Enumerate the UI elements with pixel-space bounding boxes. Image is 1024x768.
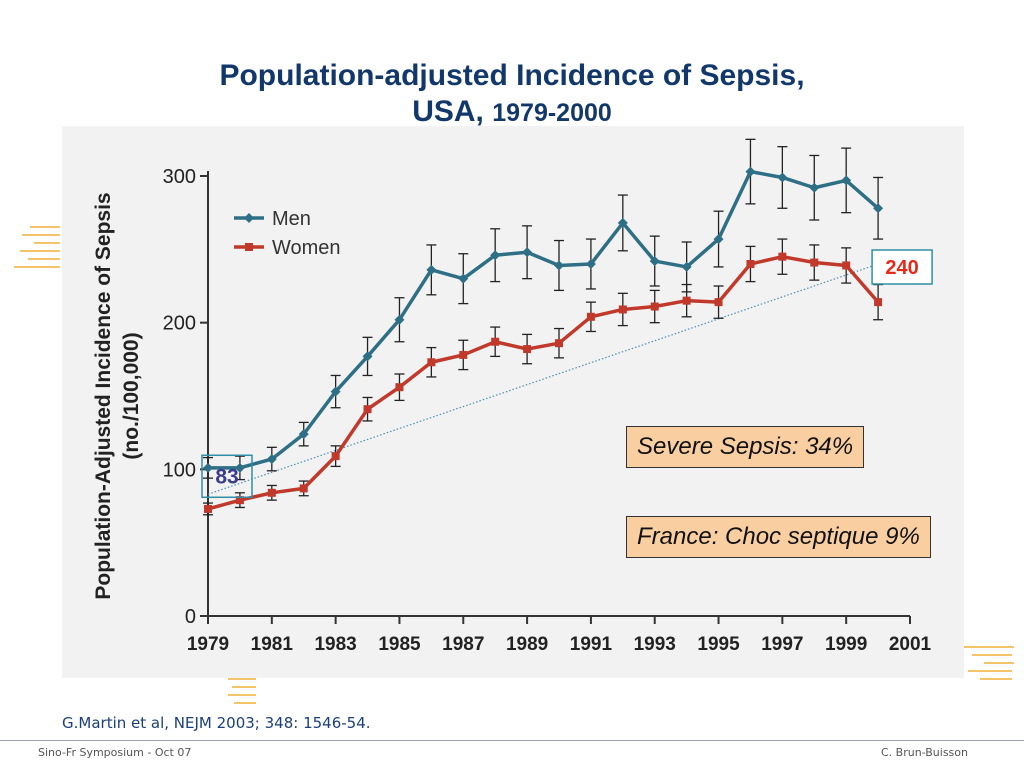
title-line-2: USA, 1979-2000 xyxy=(0,94,1024,131)
men-point xyxy=(522,247,533,258)
men-point xyxy=(458,273,469,284)
men-point xyxy=(362,351,373,362)
callout-france: France: Choc septique 9% xyxy=(626,516,931,558)
women-point xyxy=(650,302,659,311)
legend-label-women: Women xyxy=(272,237,341,259)
women-point xyxy=(555,339,563,348)
men-point xyxy=(426,264,437,275)
x-tick-label: 1997 xyxy=(761,634,803,655)
men-point xyxy=(298,429,309,440)
women-point xyxy=(235,496,244,505)
women-point xyxy=(874,298,883,307)
x-tick-label: 1989 xyxy=(506,634,548,655)
women-point xyxy=(363,405,372,414)
men-point xyxy=(234,462,245,473)
footer-left: Sino-Fr Symposium - Oct 07 xyxy=(38,746,192,759)
men-point xyxy=(394,314,405,325)
women-point xyxy=(459,350,468,359)
x-tick-label: 1985 xyxy=(378,634,421,655)
annotation-end-value: 240 xyxy=(885,257,918,279)
men-point xyxy=(490,250,501,261)
slide-title: Population-adjusted Incidence of Sepsis,… xyxy=(0,58,1024,131)
x-tick-label: 1995 xyxy=(697,634,740,655)
men-series-line xyxy=(208,169,880,470)
x-tick-label: 1981 xyxy=(251,634,294,655)
men-point xyxy=(681,261,692,272)
men-point xyxy=(554,260,564,271)
x-tick-label: 2001 xyxy=(889,634,932,655)
men-point xyxy=(266,454,277,465)
women-point xyxy=(618,305,627,314)
footer-right: C. Brun-Buisson xyxy=(880,746,968,759)
annotation-box-start xyxy=(201,454,253,499)
women-point xyxy=(204,504,212,513)
y-tick-label: 0 xyxy=(185,606,196,628)
x-tick-label: 1979 xyxy=(187,634,229,655)
women-point xyxy=(491,337,500,346)
y-axis-label-line-1: Population-Adjusted Incidence of Sepsis xyxy=(92,192,115,599)
legend-label-men: Men xyxy=(272,208,311,230)
women-point xyxy=(523,345,532,354)
title-line-1: Population-adjusted Incidence of Sepsis, xyxy=(219,59,805,92)
women-point xyxy=(586,312,595,321)
women-series-line xyxy=(207,254,880,511)
men-point xyxy=(330,386,341,397)
women-point xyxy=(299,484,308,493)
annotation-start-value: 83 xyxy=(215,465,238,488)
trendline xyxy=(207,263,879,495)
x-tick-label: 1991 xyxy=(570,634,613,655)
women-point xyxy=(267,488,276,497)
men-point xyxy=(777,172,788,183)
title-line-2-years: 1979-2000 xyxy=(492,99,612,127)
title-line-2-main: USA, xyxy=(412,95,484,128)
x-tick-label: 1987 xyxy=(442,634,484,655)
y-axis-label-line-2: (no./100,000) xyxy=(120,332,143,459)
men-point xyxy=(617,217,628,228)
men-point xyxy=(809,182,820,193)
x-tick-label: 1999 xyxy=(825,634,867,655)
men-point xyxy=(873,203,884,214)
men-point xyxy=(649,256,660,267)
x-tick-label: 1983 xyxy=(314,634,356,655)
men-point xyxy=(745,166,756,177)
women-point xyxy=(810,258,819,267)
men-point xyxy=(585,259,596,269)
women-point xyxy=(714,298,723,307)
y-tick-label: 300 xyxy=(163,166,196,188)
women-point xyxy=(331,452,340,461)
women-point xyxy=(842,261,851,270)
y-tick-label: 200 xyxy=(163,313,196,335)
legend-marker-men xyxy=(244,213,254,223)
women-point xyxy=(395,383,404,392)
women-point xyxy=(682,296,691,305)
citation: G.Martin et al, NEJM 2003; 348: 1546-54. xyxy=(62,714,371,732)
x-tick-label: 1993 xyxy=(634,634,676,655)
chart-panel: 0 100 200 300 1979 1981 1983 1985 1987 1989 1991 19… xyxy=(62,126,964,678)
legend-marker-women xyxy=(245,243,253,251)
incidence-chart: 0 100 200 300 1979 1981 1983 1985 1987 1989 1991 19… xyxy=(92,138,933,655)
footer-divider xyxy=(0,740,1024,741)
women-point xyxy=(427,358,436,367)
women-point xyxy=(778,252,787,261)
women-point xyxy=(746,260,755,268)
men-point xyxy=(713,234,724,245)
men-point xyxy=(203,462,213,473)
men-point xyxy=(841,175,852,186)
y-tick-label: 100 xyxy=(163,459,196,481)
callout-severe-sepsis: Severe Sepsis: 34% xyxy=(626,426,865,468)
annotation-box-end xyxy=(871,249,933,285)
